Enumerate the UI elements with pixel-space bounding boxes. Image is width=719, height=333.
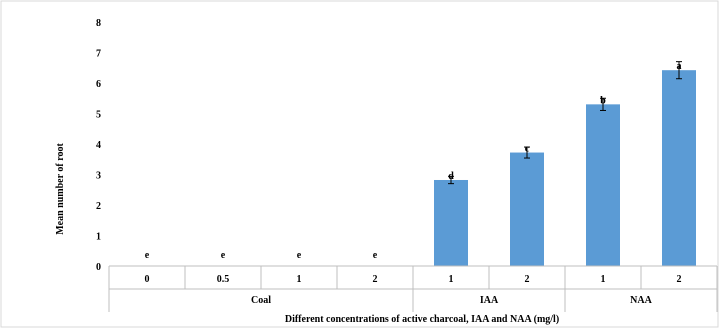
- y-tick-label: 0: [96, 262, 101, 273]
- significance-letter: e: [373, 250, 378, 261]
- y-axis-title: Mean number of root: [55, 143, 66, 235]
- significance-letter: e: [221, 250, 226, 261]
- significance-letter: d: [448, 171, 454, 182]
- bar: [434, 179, 468, 266]
- y-tick-label: 5: [96, 110, 101, 121]
- category-label: 1: [297, 274, 302, 285]
- group-label: IAA: [480, 295, 499, 306]
- category-label: 2: [525, 274, 530, 285]
- significance-letter: b: [600, 95, 606, 106]
- category-label: 2: [677, 274, 682, 285]
- group-label: Coal: [251, 295, 271, 306]
- y-tick-label: 8: [96, 18, 101, 29]
- y-tick-label: 6: [96, 79, 101, 90]
- bar: [662, 70, 696, 266]
- significance-letter: a: [677, 61, 682, 72]
- category-table: Coal IAA NAA 0 0.5 1 2 1 2 1 2: [108, 265, 718, 312]
- category-label: 2: [373, 274, 378, 285]
- y-tick-label: 2: [96, 201, 101, 212]
- bars-layer: e e e e d c b a: [145, 61, 696, 266]
- significance-letter: e: [297, 250, 302, 261]
- category-label: 1: [601, 274, 606, 285]
- y-tick-label: 3: [96, 171, 101, 182]
- y-tick-label: 1: [96, 232, 101, 243]
- group-label: NAA: [630, 295, 652, 306]
- category-label: 0.5: [217, 274, 230, 285]
- significance-letter: c: [525, 144, 530, 155]
- significance-letter: e: [145, 250, 150, 261]
- category-label: 1: [449, 274, 454, 285]
- bar: [586, 104, 620, 266]
- x-axis-title: Different concentrations of active charc…: [285, 314, 559, 325]
- bar: [510, 152, 544, 266]
- category-label: 0: [145, 274, 150, 285]
- y-axis: 0 1 2 3 4 5 6 7 8: [96, 18, 101, 273]
- y-tick-label: 4: [96, 140, 101, 151]
- y-tick-label: 7: [96, 49, 101, 60]
